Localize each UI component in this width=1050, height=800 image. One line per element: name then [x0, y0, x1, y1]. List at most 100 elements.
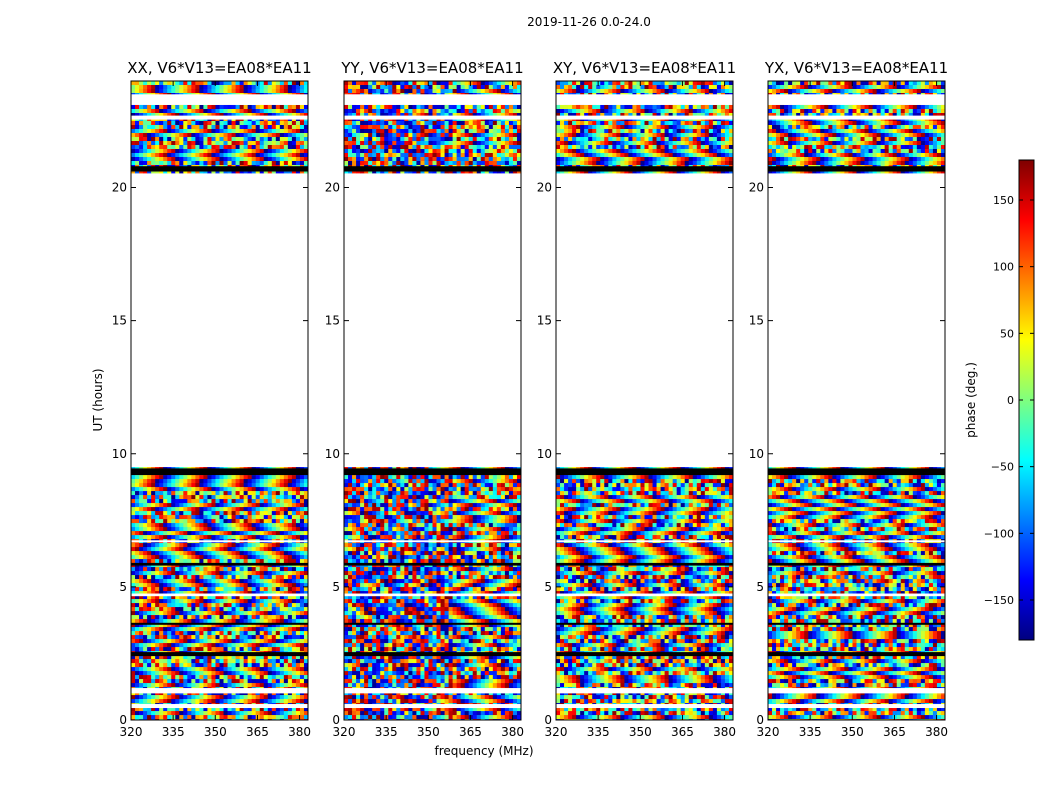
heatmap-cell — [191, 623, 196, 628]
heatmap-cell — [211, 547, 216, 552]
heatmap-cell — [259, 571, 265, 576]
heatmap-cell — [239, 157, 245, 162]
heatmap-cell — [388, 511, 393, 516]
heatmap-cell — [139, 695, 144, 700]
heatmap-cell — [508, 483, 514, 488]
heatmap-cell — [199, 595, 204, 600]
heatmap-cell — [131, 711, 136, 716]
heatmap-cell — [231, 145, 236, 150]
y-axis-label: UT (hours) — [91, 368, 105, 431]
heatmap-cell — [155, 619, 160, 624]
heatmap-cell — [291, 583, 297, 588]
heatmap-cell — [283, 121, 289, 126]
heatmap-cell — [279, 679, 285, 684]
heatmap-cell — [352, 523, 357, 528]
heatmap-cell — [291, 515, 297, 520]
heatmap-cell — [159, 535, 164, 540]
heatmap-cell — [143, 567, 148, 572]
heatmap-cell — [155, 479, 160, 484]
heatmap-cell — [203, 591, 208, 596]
heatmap-cell — [480, 551, 486, 556]
heatmap-cell — [231, 683, 236, 688]
heatmap-cell — [139, 85, 144, 90]
heatmap-cell — [279, 499, 285, 504]
heatmap-cell — [223, 551, 228, 556]
heatmap-cell — [223, 141, 228, 146]
heatmap-cell — [239, 475, 245, 480]
heatmap-cell — [271, 551, 277, 556]
heatmap-cell — [476, 547, 482, 552]
heatmap-cell — [143, 495, 148, 500]
heatmap-cell — [179, 559, 184, 564]
heatmap-cell — [159, 627, 164, 632]
heatmap-cell — [263, 157, 269, 162]
heatmap-cell — [424, 535, 429, 540]
heatmap-cell — [219, 121, 224, 126]
heatmap-cell — [179, 635, 184, 640]
heatmap-cell — [412, 511, 417, 516]
heatmap-cell — [271, 555, 277, 560]
heatmap-cell — [263, 591, 269, 596]
heatmap-cell — [416, 499, 421, 504]
heatmap-cell — [275, 675, 281, 680]
heatmap-cell — [396, 551, 401, 556]
heatmap-cell — [187, 503, 192, 508]
heatmap-cell — [167, 675, 172, 680]
heatmap-cell — [211, 587, 216, 592]
heatmap-cell — [207, 559, 212, 564]
heatmap-cell — [151, 535, 156, 540]
heatmap-cell — [460, 543, 466, 548]
heatmap-cell — [227, 547, 232, 552]
heatmap-cell — [139, 531, 144, 536]
heatmap-cell — [299, 145, 305, 150]
heatmap-cell — [171, 555, 176, 560]
heatmap-cell — [251, 671, 257, 676]
heatmap-cell — [179, 547, 184, 552]
heatmap-cell — [247, 507, 253, 512]
heatmap-cell — [175, 707, 180, 712]
heatmap-cell — [440, 531, 445, 536]
heatmap-cell — [404, 567, 409, 572]
heatmap-cell — [448, 495, 454, 500]
heatmap-cell — [344, 519, 349, 524]
heatmap-cell — [231, 675, 236, 680]
heatmap-cell — [348, 503, 353, 508]
heatmap-cell — [404, 495, 409, 500]
panel-title: XX, V6*V13=EA08*EA11 — [127, 59, 311, 77]
heatmap-cell — [163, 89, 168, 94]
heatmap-cell — [299, 707, 305, 712]
heatmap-cell — [207, 527, 212, 532]
heatmap-cell — [139, 519, 144, 524]
heatmap-cell — [195, 575, 200, 580]
heatmap-cell — [167, 683, 172, 688]
heatmap-cell — [239, 153, 245, 158]
heatmap-cell — [219, 157, 224, 162]
heatmap-cell — [239, 635, 245, 640]
heatmap-cell — [299, 507, 305, 512]
heatmap-cell — [356, 555, 361, 560]
heatmap-cell — [376, 535, 381, 540]
heatmap-cell — [299, 531, 305, 536]
heatmap-cell — [287, 663, 293, 668]
heatmap-cell — [279, 611, 285, 616]
heatmap-cell — [303, 129, 308, 134]
heatmap-cell — [404, 531, 409, 536]
heatmap-cell — [275, 667, 281, 672]
heatmap-cell — [223, 527, 228, 532]
heatmap-cell — [259, 623, 265, 628]
heatmap-cell — [147, 571, 152, 576]
heatmap-cell — [203, 109, 208, 114]
heatmap-cell — [287, 575, 293, 580]
heatmap-cell — [187, 647, 192, 652]
heatmap-cell — [408, 555, 413, 560]
heatmap-cell — [396, 559, 401, 564]
heatmap-cell — [219, 483, 224, 488]
heatmap-cell — [380, 543, 385, 548]
heatmap-cell — [199, 479, 204, 484]
heatmap-cell — [460, 551, 466, 556]
heatmap-cell — [428, 475, 433, 480]
heatmap-cell — [295, 137, 301, 142]
heatmap-cell — [191, 579, 196, 584]
heatmap-cell — [448, 515, 454, 520]
